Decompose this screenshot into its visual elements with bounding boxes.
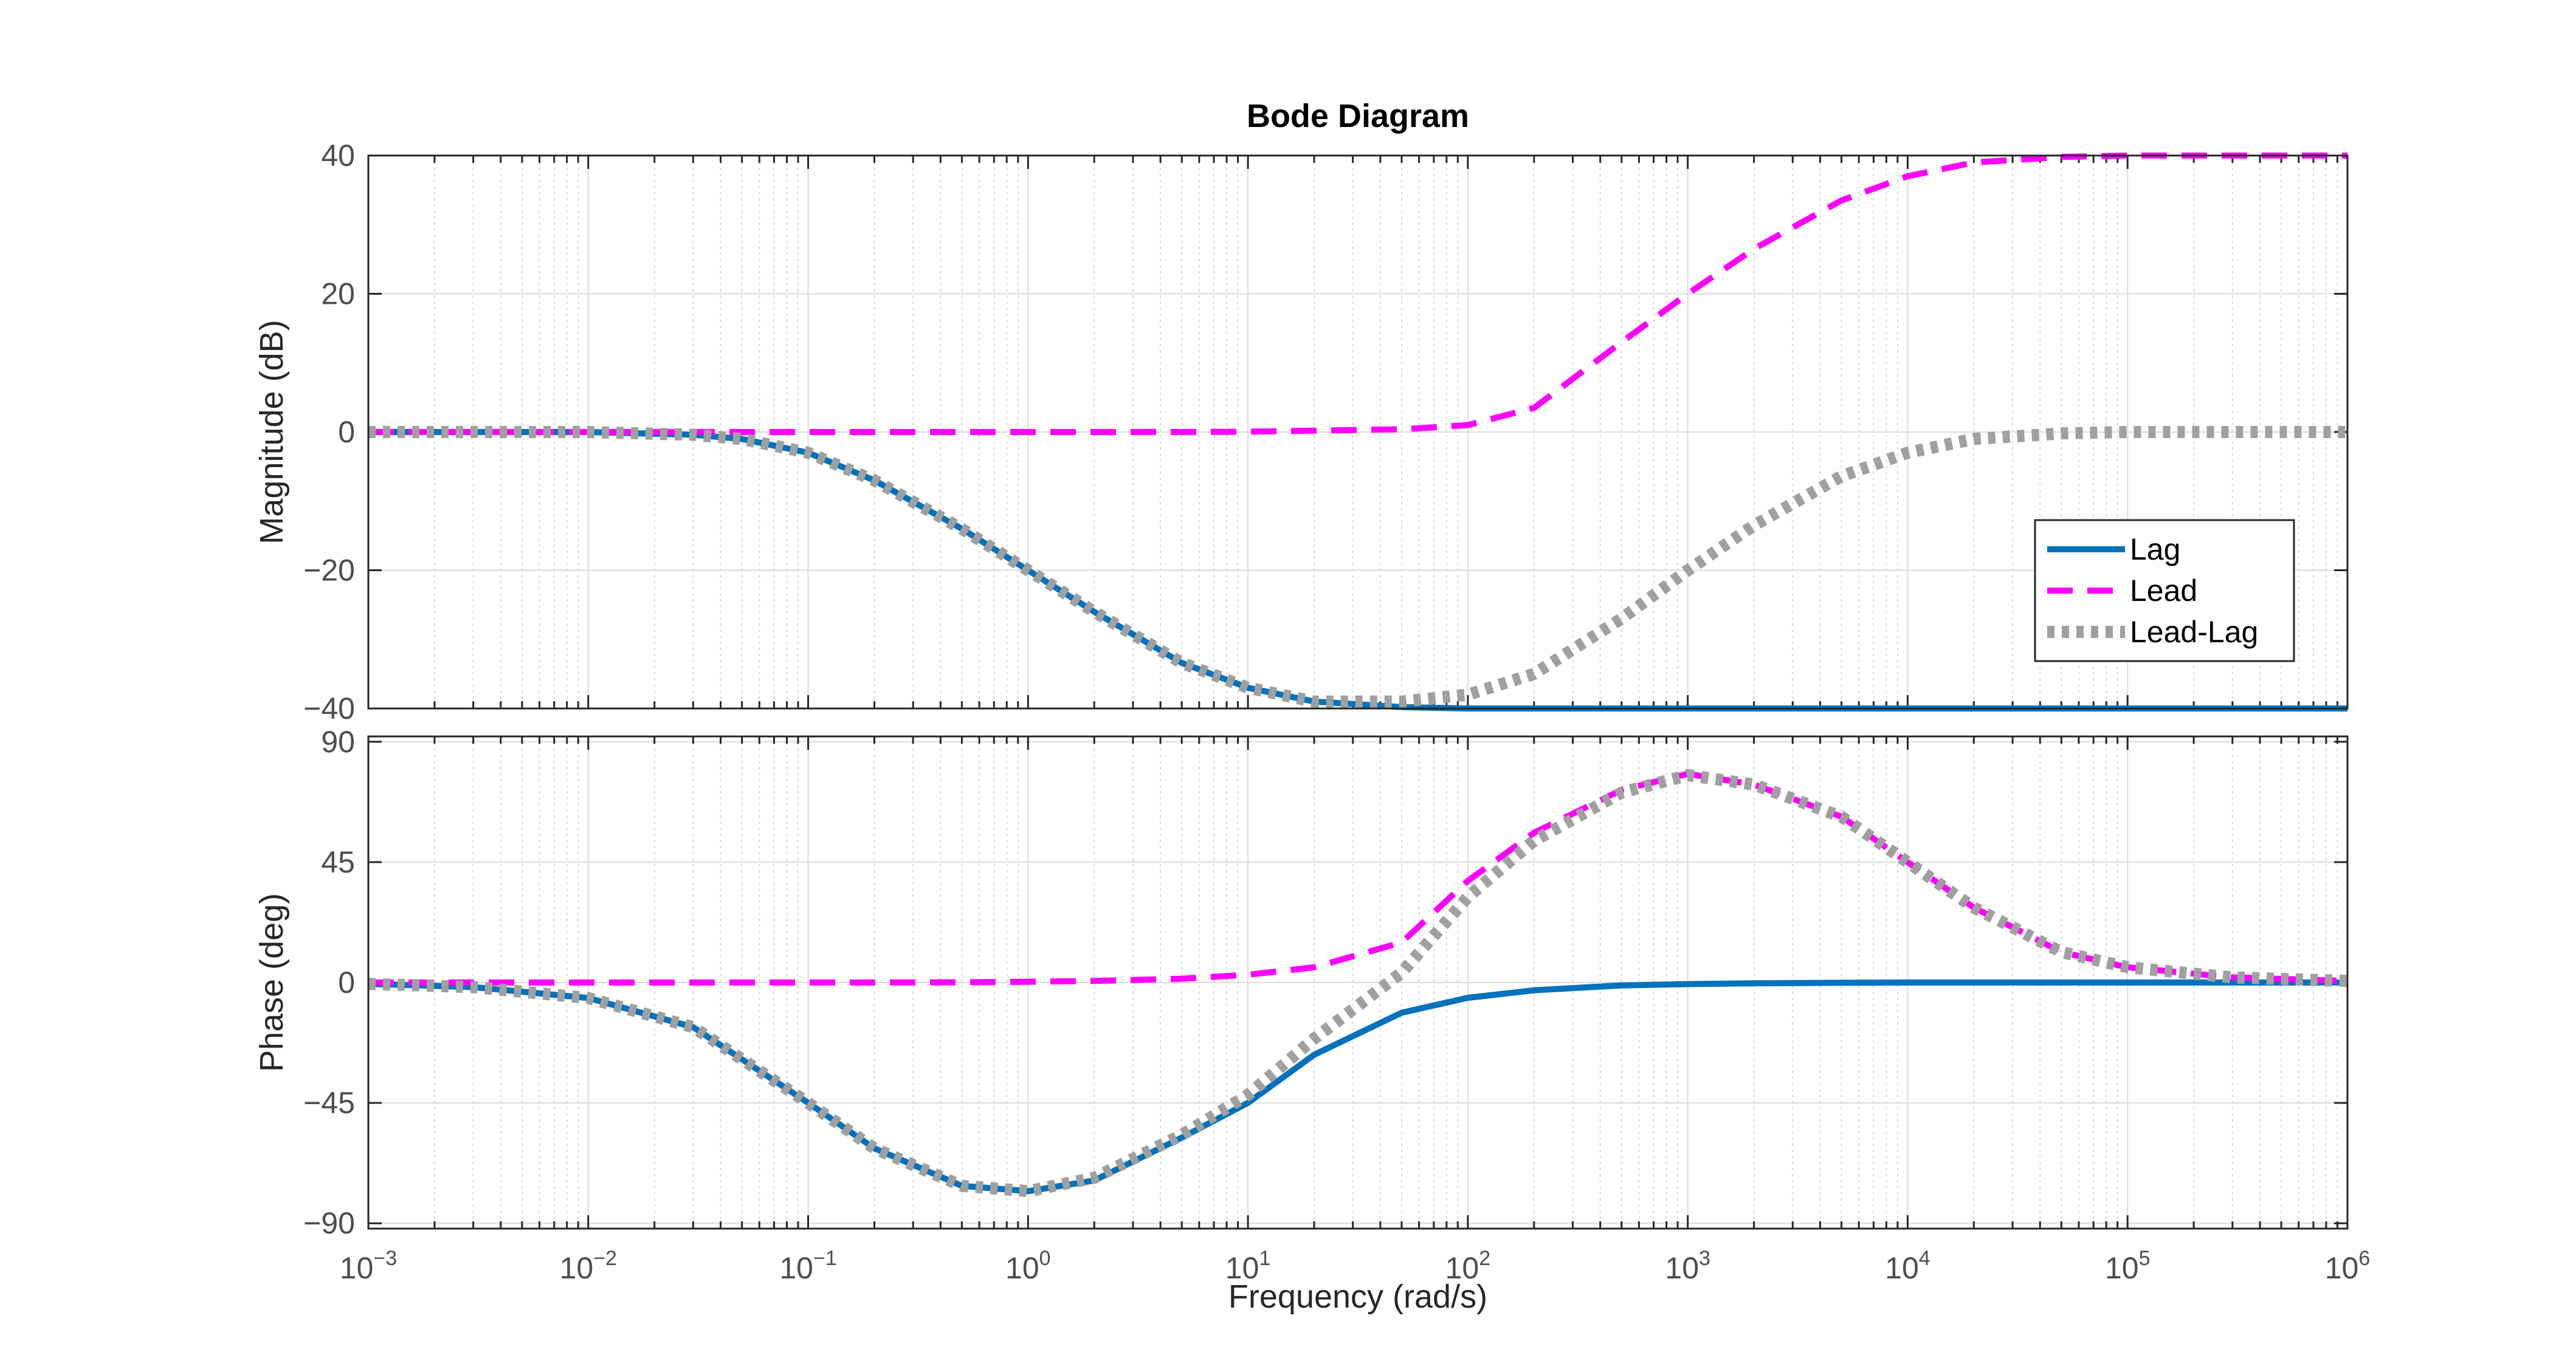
series-line-lead-lag (368, 426, 2347, 708)
x-tick-label: 105 (2105, 1247, 2151, 1285)
magnitude-panel: 40 20 0 −20 −40 Magnitude (dB) Lag Lead Lead-Lag (253, 139, 2349, 725)
series-line-lead (368, 153, 2347, 435)
x-tick-label: 100 (1005, 1247, 1051, 1285)
x-tick-label: 10−1 (779, 1247, 836, 1285)
y-tick-label: 90 (321, 725, 355, 759)
y-axis-label: Phase (deg) (253, 893, 290, 1072)
x-tick-label: 102 (1445, 1247, 1491, 1285)
x-tick-label: 104 (1885, 1247, 1930, 1285)
x-axis-label: Frequency (rad/s) (1228, 1278, 1487, 1315)
legend-label: Lead-Lag (2130, 615, 2258, 649)
chart-title: Bode Diagram (1247, 98, 1469, 134)
x-tick-label: 101 (1225, 1247, 1271, 1285)
axes-box (367, 154, 2349, 710)
series-group (368, 769, 2348, 1198)
phase-panel: 90 45 0 −45 −90 Phase (deg) 10−3 10−2 10−1 100 101… (253, 725, 2370, 1285)
y-tick-label: −45 (303, 1086, 355, 1120)
legend-label: Lead (2130, 574, 2197, 608)
x-tick-label: 106 (2325, 1247, 2371, 1285)
y-tick-label: −20 (303, 554, 355, 588)
y-tick-label: 40 (321, 139, 355, 173)
legend-label: Lag (2130, 532, 2180, 566)
legend: Lag Lead Lead-Lag (2034, 519, 2295, 662)
y-tick-label: 20 (321, 277, 355, 311)
y-tick-label: 45 (321, 845, 355, 879)
x-tick-label: 10−2 (560, 1247, 617, 1285)
y-axis-label: Magnitude (dB) (253, 320, 290, 544)
axes-box (367, 735, 2349, 1230)
x-tick-label: 10−3 (340, 1247, 397, 1285)
series-line-lead-lag (368, 769, 2348, 1198)
y-tick-label: −90 (303, 1206, 355, 1240)
y-tick-label: 0 (338, 966, 355, 1000)
x-tick-label: 103 (1665, 1247, 1710, 1285)
y-tick-label: −40 (303, 691, 355, 725)
y-tick-label: 0 (338, 415, 355, 449)
